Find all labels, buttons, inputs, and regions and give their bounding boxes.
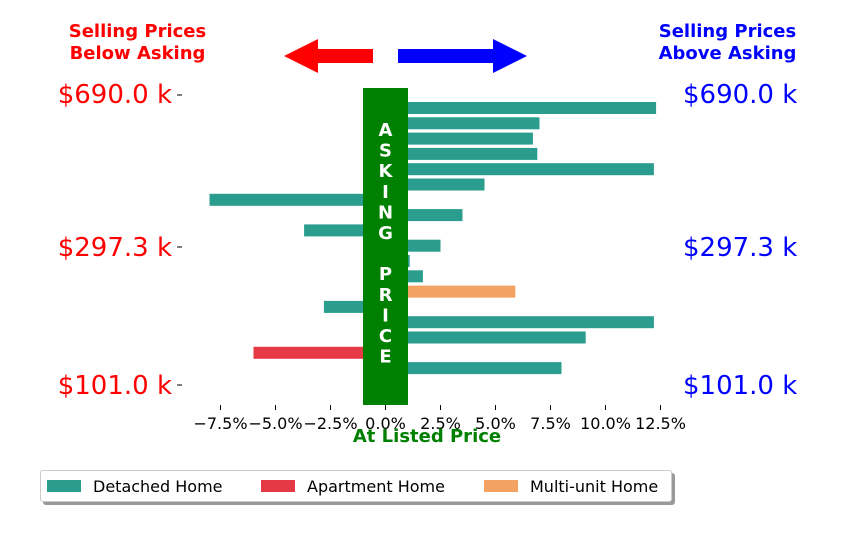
price-ticks [177, 94, 182, 386]
price-label-right-mid: $297.3 k [683, 233, 798, 263]
bar-3 [385, 147, 538, 160]
asking-letter-2: K [379, 161, 394, 182]
x-tick-label-3: 0.0% [365, 414, 406, 433]
asking-price-bar [363, 88, 408, 405]
legend-item-detached: Detached Home [47, 471, 223, 501]
legend-item-multi: Multi-unit Home [484, 471, 658, 501]
bar-0 [385, 102, 657, 114]
asking-letter-0: A [379, 120, 393, 141]
bar-15 [385, 331, 586, 344]
header-below-asking: Selling Prices Below Asking [40, 21, 235, 65]
price-label-left-top: $690.0 k [57, 80, 172, 110]
x-tick-label-2: −2.5% [303, 414, 357, 433]
bar-5 [385, 178, 485, 191]
legend-swatch-apartment [261, 480, 295, 492]
x-axis: −7.5% −5.0% −2.5% 0.0% 2.5% 5.0% 7.5% 10.0% 12.5… [193, 405, 686, 433]
asking-letter-1: S [379, 141, 392, 162]
x-tick-label-1: −5.0% [248, 414, 302, 433]
asking-letter-4: N [378, 202, 393, 223]
x-tick-label-4: 2.5% [420, 414, 461, 433]
x-tick-label-6: 7.5% [530, 414, 571, 433]
x-tick-label-0: −7.5% [193, 414, 247, 433]
legend-label-multi: Multi-unit Home [530, 476, 659, 496]
bar-4 [385, 163, 654, 176]
header-above-asking: Selling Prices Above Asking [630, 21, 825, 65]
asking-letter-10: C [379, 326, 392, 347]
asking-letter-9: I [382, 305, 389, 326]
asking-letter-5: G [378, 223, 393, 244]
price-label-left-mid: $297.3 k [57, 233, 172, 263]
bar-6 [209, 193, 386, 206]
x-tick-label-8: 12.5% [635, 414, 686, 433]
legend-item-apartment: Apartment Home [261, 471, 445, 501]
legend-swatch-multi [484, 480, 518, 492]
x-tick-label-7: 10.0% [580, 414, 631, 433]
asking-letter-8: R [379, 285, 393, 306]
legend-swatch-detached [47, 480, 81, 492]
price-label-left-bottom: $101.0 k [57, 371, 172, 401]
bar-2 [385, 132, 533, 145]
bar-1 [385, 117, 540, 130]
bar-16 [253, 346, 386, 359]
right-arrow-icon [398, 39, 527, 73]
header-above-line1: Selling Prices [658, 21, 797, 42]
header-below-line1: Selling Prices [68, 21, 207, 42]
asking-letter-3: I [382, 182, 389, 203]
bar-12 [385, 285, 516, 298]
header-above-line2: Above Asking [658, 43, 797, 64]
price-label-right-bottom: $101.0 k [683, 371, 798, 401]
bar-17 [385, 362, 562, 375]
bar-14 [385, 316, 654, 329]
asking-letter-11: E [379, 347, 391, 368]
left-arrow-icon [284, 39, 373, 73]
price-label-right-top: $690.0 k [683, 80, 798, 110]
x-tick-label-5: 5.0% [475, 414, 516, 433]
legend: Detached Home Apartment Home Multi-unit … [40, 470, 672, 502]
header-below-line2: Below Asking [69, 43, 206, 64]
legend-label-detached: Detached Home [93, 476, 223, 496]
bars-layer [209, 102, 657, 390]
asking-letter-7: P [379, 264, 392, 285]
x-axis-label: At Listed Price [352, 426, 502, 447]
legend-label-apartment: Apartment Home [307, 476, 445, 496]
